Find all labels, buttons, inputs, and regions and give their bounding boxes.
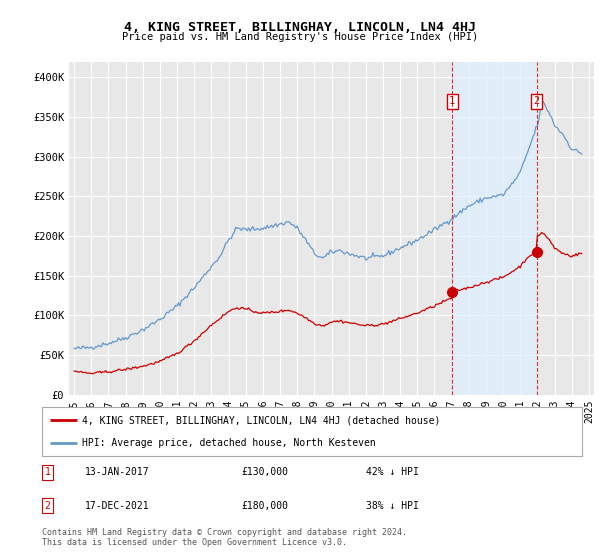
Text: £130,000: £130,000 [242,467,289,477]
Text: 13-JAN-2017: 13-JAN-2017 [85,467,150,477]
Text: Price paid vs. HM Land Registry's House Price Index (HPI): Price paid vs. HM Land Registry's House … [122,32,478,42]
Text: 4, KING STREET, BILLINGHAY, LINCOLN, LN4 4HJ (detached house): 4, KING STREET, BILLINGHAY, LINCOLN, LN4… [83,416,441,426]
Text: 38% ↓ HPI: 38% ↓ HPI [366,501,419,511]
Text: £180,000: £180,000 [242,501,289,511]
Text: 17-DEC-2021: 17-DEC-2021 [85,501,150,511]
Text: 2: 2 [533,96,540,106]
Text: 2: 2 [44,501,50,511]
Text: HPI: Average price, detached house, North Kesteven: HPI: Average price, detached house, Nort… [83,438,376,448]
Text: 42% ↓ HPI: 42% ↓ HPI [366,467,419,477]
Text: 1: 1 [449,96,455,106]
Text: 1: 1 [44,467,50,477]
Bar [452,62,536,395]
Text: Contains HM Land Registry data © Crown copyright and database right 2024.
This d: Contains HM Land Registry data © Crown c… [42,528,407,547]
Text: 4, KING STREET, BILLINGHAY, LINCOLN, LN4 4HJ: 4, KING STREET, BILLINGHAY, LINCOLN, LN4… [124,21,476,34]
